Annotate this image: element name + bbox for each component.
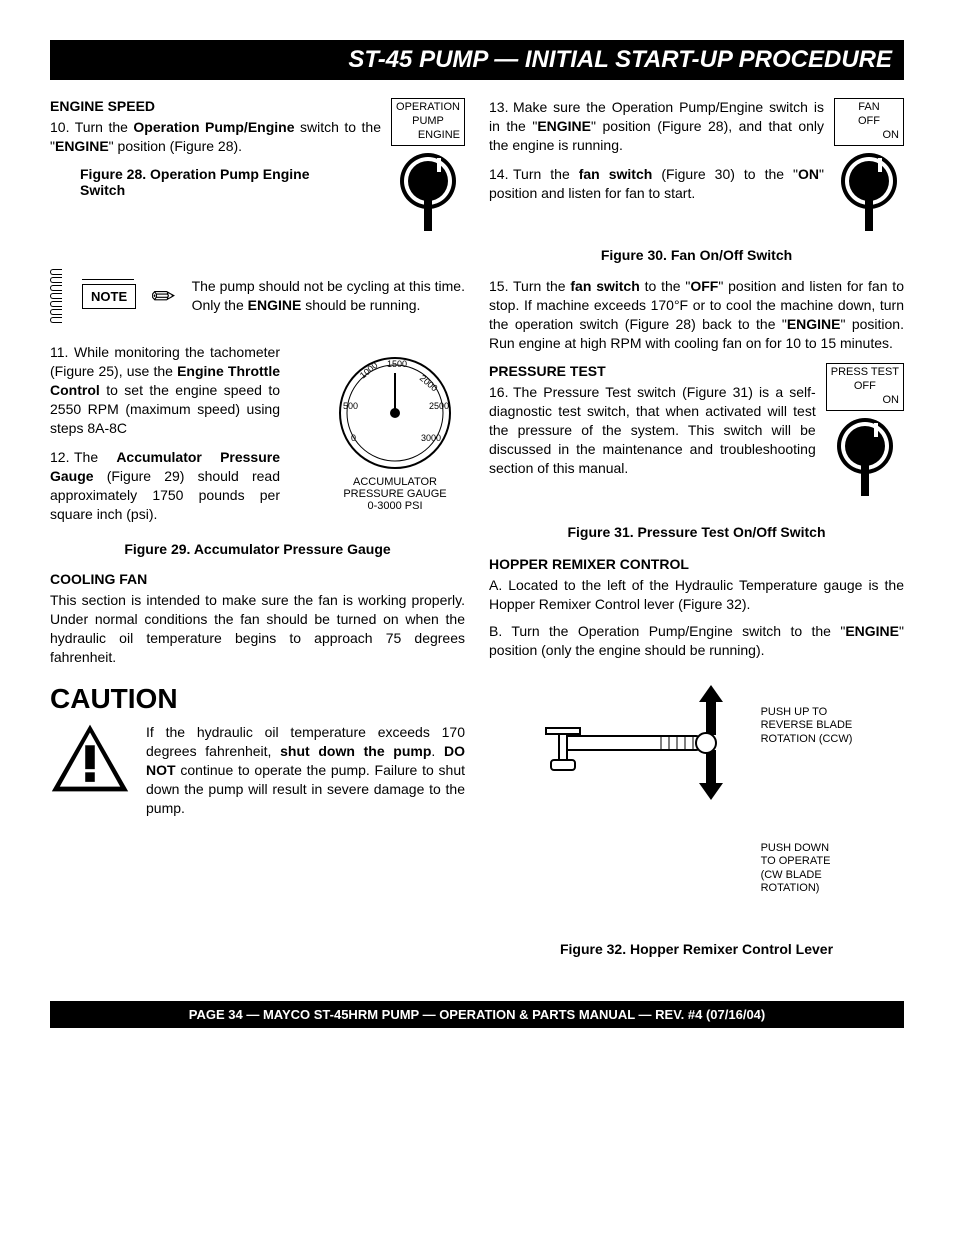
left-column: OPERATION PUMP ENGINE ENGINE SPEED 10. T… — [50, 98, 465, 971]
figure-31-switch: PRESS TEST OFF ON — [826, 363, 904, 504]
svg-text:3000: 3000 — [421, 433, 441, 443]
figure-30-switch: FAN OFF ON — [834, 98, 904, 239]
page-footer: PAGE 34 — MAYCO ST-45HRM PUMP — OPERATIO… — [50, 1001, 904, 1028]
cooling-fan-text: This section is intended to make sure th… — [50, 591, 465, 667]
pencil-icon: ✎ — [144, 276, 184, 316]
hopper-item-a: A. Located to the left of the Hydraulic … — [489, 576, 904, 614]
note-label: NOTE — [82, 284, 136, 309]
figure-29-caption: Figure 29. Accumulator Pressure Gauge — [50, 541, 465, 557]
svg-text:500: 500 — [343, 401, 358, 411]
right-column: FAN OFF ON 13.Make sure the Operation Pu… — [489, 98, 904, 971]
figure-31-caption: Figure 31. Pressure Test On/Off Switch — [489, 524, 904, 540]
spiral-icon — [50, 269, 62, 323]
svg-text:0: 0 — [351, 433, 356, 443]
caution-block: If the hydraulic oil temperature exceeds… — [50, 723, 465, 817]
figure-28-caption: Figure 28. Operation Pump Engine Switch — [80, 166, 340, 198]
caution-head: CAUTION — [50, 683, 465, 715]
caution-text: If the hydraulic oil temperature exceeds… — [146, 723, 465, 817]
figure-30-caption: Figure 30. Fan On/Off Switch — [489, 247, 904, 263]
hopper-head: HOPPER REMIXER CONTROL — [489, 556, 904, 572]
figure-32-caption: Figure 32. Hopper Remixer Control Lever — [489, 941, 904, 957]
warning-icon — [50, 723, 130, 796]
figure-29-gauge: 1000 1500 2000 500 2500 0 3000 ACCUMULAT… — [325, 343, 465, 512]
hopper-item-b: B. Turn the Operation Pump/Engine switch… — [489, 622, 904, 660]
svg-text:1500: 1500 — [387, 359, 407, 369]
cooling-fan-head: COOLING FAN — [50, 571, 465, 587]
step-12: 12.The Accumulator Pressure Gauge (Figur… — [50, 448, 280, 524]
svg-text:2500: 2500 — [429, 401, 449, 411]
note-block: NOTE ✎ The pump should not be cycling at… — [50, 269, 465, 323]
page-title: ST-45 PUMP — INITIAL START-UP PROCEDURE — [50, 40, 904, 80]
figure-28-switch: OPERATION PUMP ENGINE — [391, 98, 465, 239]
step-11: 11.While monitoring the tachometer (Figu… — [50, 343, 280, 437]
step-15: 15.Turn the fan switch to the "OFF" posi… — [489, 277, 904, 353]
figure-32-lever: PUSH UP TO REVERSE BLADE ROTATION (CCW) … — [489, 680, 904, 921]
note-text: The pump should not be cycling at this t… — [192, 277, 465, 315]
